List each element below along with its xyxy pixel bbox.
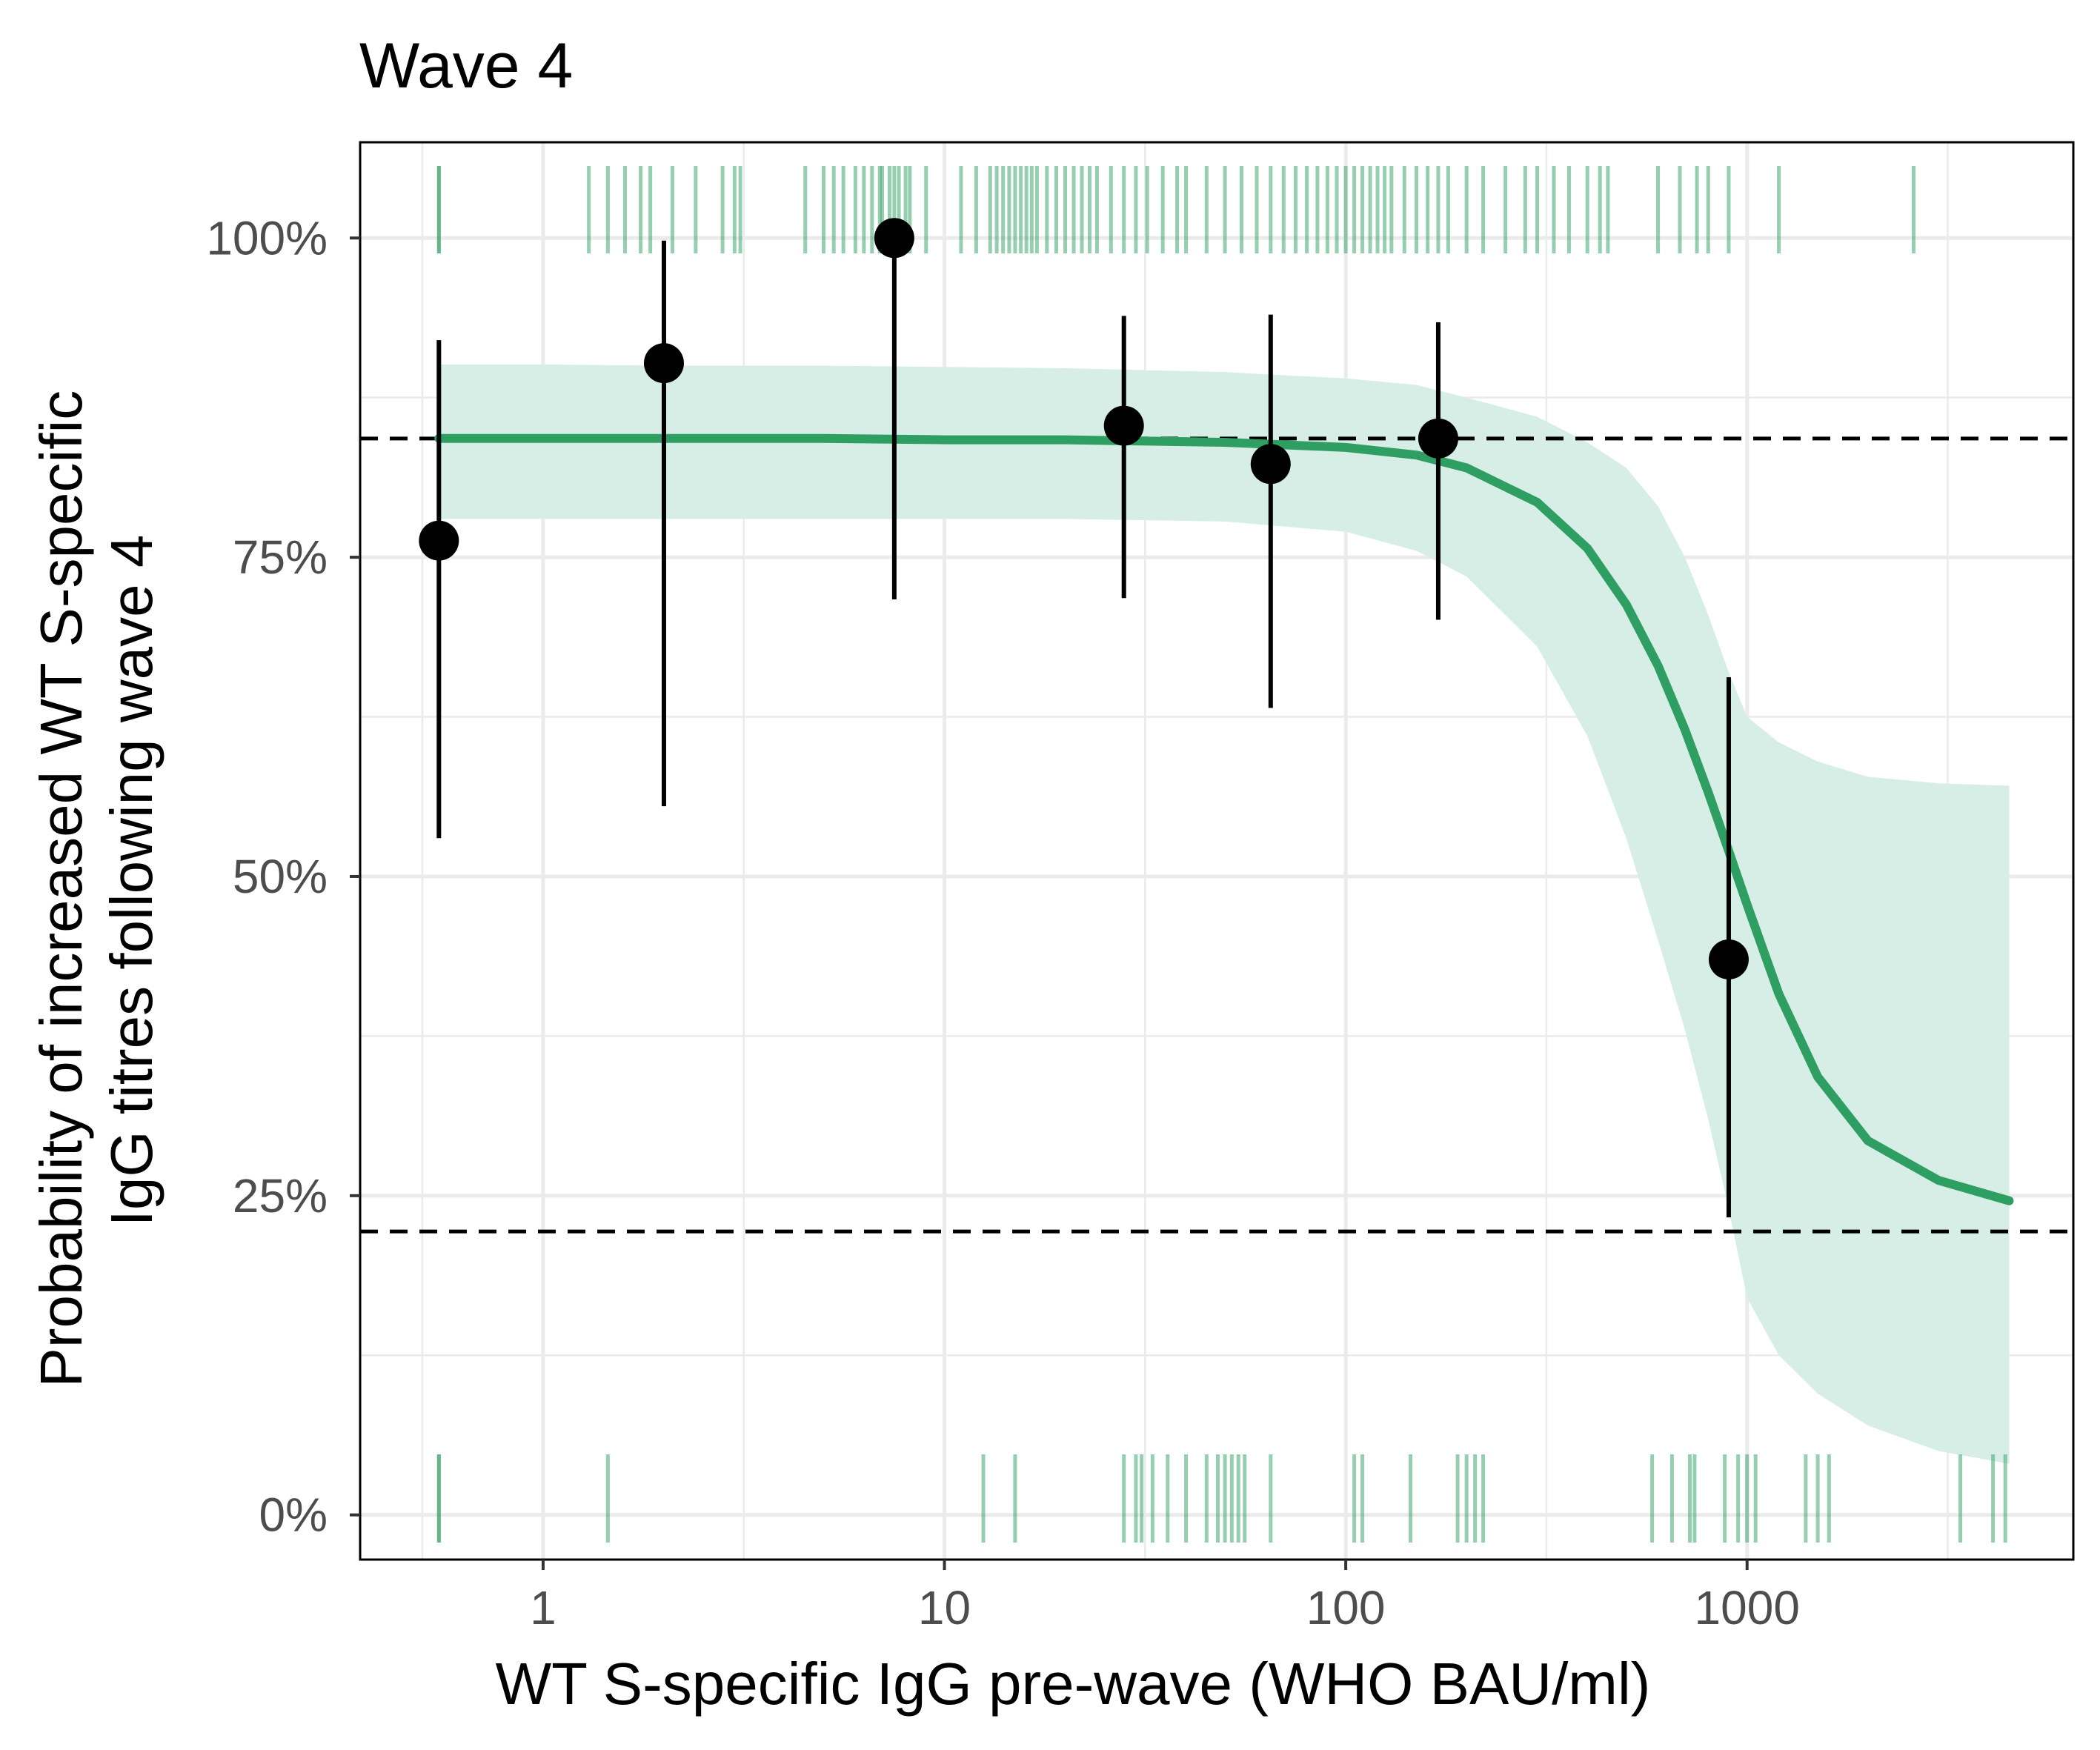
x-axis-ticks: 1 10 100 1000: [530, 1560, 1800, 1634]
confidence-ribbon: [439, 364, 2010, 1464]
chart-title: Wave 4: [359, 30, 573, 102]
fitted-curve-layer: [434, 433, 2014, 1205]
reference-lines-layer: [360, 436, 2073, 1234]
title-group: Wave 4: [359, 30, 573, 102]
data-point: [1708, 939, 1749, 979]
fitted-curve: [434, 433, 2014, 1205]
y-axis-title-line-1: Probability of increased WT S-specific: [28, 390, 94, 1388]
x-tick-label: 10: [918, 1581, 971, 1634]
x-tick-label: 100: [1306, 1581, 1386, 1634]
confidence-ribbon-layer: [439, 364, 2010, 1464]
data-point: [1103, 405, 1144, 446]
y-axis-title-line-2: IgG titres following wave 4: [99, 535, 165, 1227]
y-axis-title: Probability of increased WT S-specific I…: [28, 374, 165, 1388]
x-axis-title: WT S-specific IgG pre-wave (WHO BAU/ml): [496, 1651, 1651, 1717]
data-point: [1250, 444, 1291, 485]
y-tick-label: 50%: [233, 850, 328, 903]
data-point: [1418, 418, 1458, 459]
y-axis-ticks: 0% 25% 50% 75% 100%: [206, 211, 360, 1542]
y-tick-label: 100%: [206, 211, 328, 265]
binned-points-layer: [419, 218, 1749, 1218]
y-tick-label: 75%: [233, 530, 328, 584]
y-tick-label: 0%: [259, 1488, 328, 1542]
y-tick-label: 25%: [233, 1169, 328, 1222]
x-tick-label: 1: [530, 1581, 556, 1634]
x-tick-label: 1000: [1695, 1581, 1800, 1634]
data-point: [643, 343, 684, 384]
data-point: [419, 520, 459, 561]
panel-border: [359, 141, 2075, 1561]
data-point: [874, 218, 914, 259]
